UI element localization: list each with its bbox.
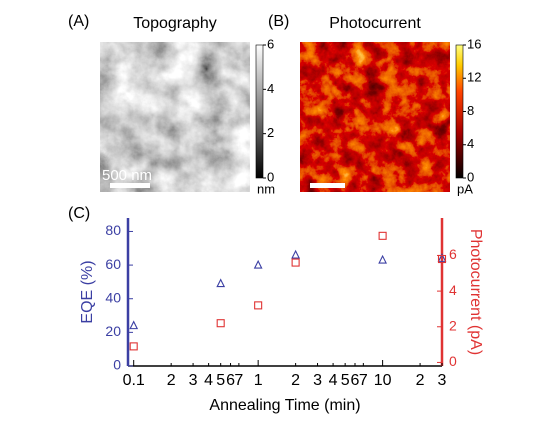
- colorbar: [255, 44, 264, 179]
- scale-bar-label: 500 nm: [102, 167, 152, 184]
- data-point: [253, 259, 263, 269]
- data-point: [291, 258, 300, 267]
- panel-label: (A): [68, 13, 89, 30]
- colorbar-tick-label: 0: [267, 169, 274, 184]
- data-point: [129, 342, 138, 351]
- map-image: [100, 42, 250, 192]
- colorbar-tick-label: 16: [467, 36, 481, 51]
- y2-tick-label: 4: [449, 282, 457, 298]
- data-point: [378, 231, 387, 240]
- colorbar-tick-label: 0: [467, 169, 474, 184]
- data-point: [216, 278, 226, 288]
- x-tick-label: 7: [234, 372, 243, 389]
- colorbar: [455, 44, 464, 179]
- data-point: [216, 319, 225, 328]
- x-tick-label: 2: [416, 372, 425, 389]
- x-tick-label: 0.1: [123, 372, 145, 389]
- y2-tick-label: 0: [449, 353, 457, 369]
- x-tick-label: 4: [204, 372, 213, 389]
- map-image: [300, 42, 450, 192]
- colorbar-tick-label: 4: [267, 81, 274, 96]
- x-tick-label: 7: [359, 372, 368, 389]
- y2-axis-label: Photocurrent (pA): [467, 229, 484, 355]
- y-axis-label: EQE (%): [79, 260, 96, 323]
- scale-bar: [310, 183, 345, 188]
- colorbar-tick-label: 2: [267, 125, 274, 140]
- data-point: [378, 254, 388, 264]
- y-tick-label: 60: [105, 256, 121, 272]
- x-tick-label: 6: [351, 372, 360, 389]
- x-tick-label: 3: [189, 372, 198, 389]
- y-tick-label: 80: [105, 222, 121, 238]
- colorbar-tick-label: 8: [467, 103, 474, 118]
- y-tick-label: 20: [105, 323, 121, 339]
- colorbar-tick-label: 6: [267, 36, 274, 51]
- scale-bar: [110, 183, 150, 188]
- x-tick-label: 4: [329, 372, 338, 389]
- x-tick-label: 3: [438, 372, 447, 389]
- panel-title: Topography: [133, 15, 217, 32]
- x-tick-label: 10: [374, 372, 392, 389]
- y2-tick-label: 2: [449, 317, 457, 333]
- y-tick-label: 0: [113, 357, 121, 373]
- panel-label: (B): [268, 13, 289, 30]
- panel-title: Photocurrent: [329, 15, 421, 32]
- x-tick-label: 2: [291, 372, 300, 389]
- data-point: [437, 254, 447, 264]
- x-tick-label: 5: [341, 372, 350, 389]
- y-tick-label: 40: [105, 289, 121, 305]
- x-tick-label: 5: [216, 372, 225, 389]
- colorbar-tick-label: 4: [467, 136, 474, 151]
- x-axis-label: Annealing Time (min): [209, 397, 360, 414]
- data-point: [291, 249, 301, 259]
- x-tick-label: 2: [167, 372, 176, 389]
- colorbar-unit: nm: [257, 181, 275, 196]
- data-point: [437, 253, 447, 262]
- data-point: [254, 301, 263, 310]
- x-tick-label: 6: [226, 372, 235, 389]
- x-tick-label: 3: [313, 372, 322, 389]
- y2-tick-label: 6: [449, 246, 457, 262]
- data-point: [129, 320, 139, 330]
- x-tick-label: 1: [254, 372, 263, 389]
- colorbar-unit: pA: [457, 181, 473, 196]
- panel-label: (C): [68, 205, 90, 222]
- colorbar-tick-label: 12: [467, 70, 481, 85]
